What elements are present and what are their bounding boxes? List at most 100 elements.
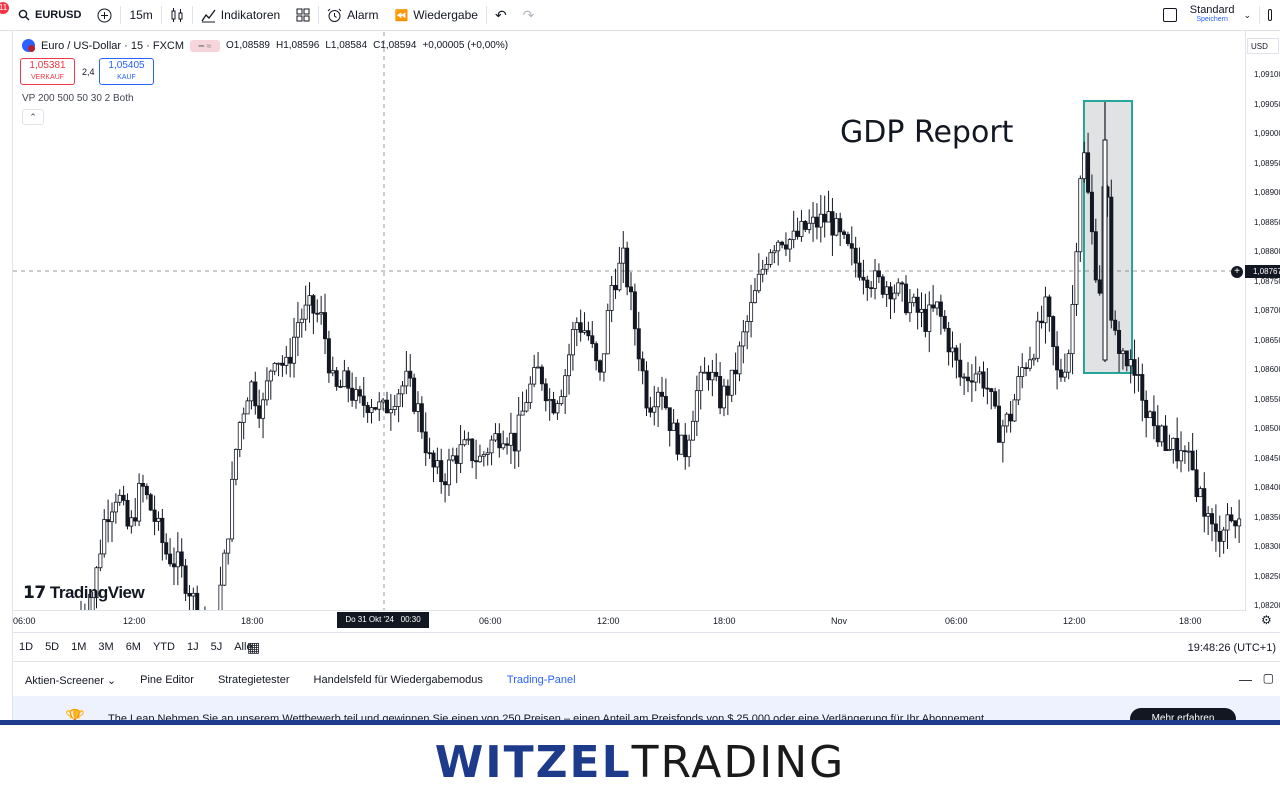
candle-body bbox=[1151, 411, 1156, 427]
range-5j[interactable]: 5J bbox=[210, 641, 223, 653]
gdp-report-annotation[interactable]: GDP Report bbox=[840, 115, 1014, 150]
notification-badge[interactable]: 11 bbox=[0, 2, 9, 14]
redo-button[interactable]: ↷ bbox=[515, 0, 543, 31]
candle-body bbox=[1047, 296, 1052, 317]
candle-body bbox=[993, 391, 998, 407]
compare-button[interactable] bbox=[89, 0, 120, 31]
price-axis[interactable]: 1,09100 1,09050 1,09000 1,08950 1,08900 1,088… bbox=[1245, 31, 1280, 611]
candle-body bbox=[408, 370, 413, 379]
rewind-icon: ⏪ bbox=[394, 9, 409, 22]
candle-body bbox=[1109, 196, 1114, 321]
tab-0[interactable]: Aktien-Screener ⌄ bbox=[25, 674, 117, 687]
range-ytd[interactable]: YTD bbox=[152, 641, 175, 653]
candle-body bbox=[404, 370, 409, 387]
range-6m[interactable]: 6M bbox=[125, 641, 141, 653]
candle-body bbox=[156, 517, 161, 522]
plus-circle-icon[interactable]: + bbox=[1231, 266, 1243, 278]
candle-body bbox=[892, 292, 897, 300]
candle-body bbox=[625, 247, 630, 288]
range-1m[interactable]: 1M bbox=[71, 641, 87, 653]
candle-body bbox=[175, 551, 180, 568]
candle-body bbox=[102, 519, 107, 555]
candle-body bbox=[687, 439, 692, 458]
tab-4[interactable]: Trading-Panel bbox=[506, 674, 576, 686]
instrument-name[interactable]: Euro / US-Dollar · 15 · FXCM bbox=[41, 39, 185, 52]
candle-body bbox=[369, 407, 374, 413]
candle-body bbox=[671, 422, 676, 431]
candle-body bbox=[1020, 367, 1025, 378]
candle-body bbox=[505, 443, 510, 446]
sell-button[interactable]: 1,05381 VERKAUF bbox=[20, 58, 75, 85]
collapse-legend-button[interactable]: ⌃ bbox=[22, 109, 44, 125]
divider bbox=[485, 6, 487, 24]
current-price-label: 1,08767 bbox=[1245, 265, 1280, 278]
tab-1[interactable]: Pine Editor bbox=[140, 674, 194, 686]
price-tick: 1,08550 bbox=[1254, 394, 1280, 404]
price-chart[interactable] bbox=[13, 32, 1245, 610]
indicators-button[interactable]: Indikatoren bbox=[193, 0, 288, 31]
buy-button[interactable]: 1,05405 KAUF bbox=[99, 58, 154, 85]
calendar-icon[interactable]: ▦ bbox=[247, 639, 261, 655]
templates-button[interactable] bbox=[288, 0, 318, 31]
price-tick: 1,08250 bbox=[1254, 571, 1280, 581]
range-alle[interactable]: Alle bbox=[234, 641, 253, 653]
candle-body bbox=[516, 414, 521, 452]
candle-body bbox=[1221, 529, 1226, 542]
range-1j[interactable]: 1J bbox=[186, 641, 199, 653]
promo-text: The Leap Nehmen Sie an unserem Wettbewer… bbox=[108, 713, 985, 722]
undo-button[interactable]: ↶ bbox=[487, 0, 515, 31]
candle-body bbox=[528, 383, 533, 403]
tab-2[interactable]: Strategietester bbox=[217, 674, 290, 686]
settings-gear-icon[interactable]: ⚙ bbox=[1261, 613, 1272, 627]
time-tick: 12:00 bbox=[123, 616, 146, 626]
divider bbox=[191, 6, 193, 24]
candle-body bbox=[896, 282, 901, 294]
range-1d[interactable]: 1D bbox=[19, 641, 34, 653]
candle-body bbox=[1024, 367, 1029, 369]
candle-body bbox=[357, 389, 362, 397]
candle-body bbox=[567, 354, 572, 377]
indicator-legend[interactable]: VP 200 500 50 30 2 Both bbox=[22, 93, 134, 104]
range-3m[interactable]: 3M bbox=[98, 641, 114, 653]
candle-body bbox=[388, 409, 393, 414]
candle-body bbox=[915, 296, 920, 313]
chart-type-button[interactable] bbox=[162, 0, 192, 31]
tab-3[interactable]: Handelsfeld für Wiedergabemodus bbox=[313, 674, 483, 686]
candle-body bbox=[233, 449, 238, 480]
candle-body bbox=[303, 304, 308, 320]
candle-body bbox=[574, 322, 579, 330]
clock-label[interactable]: 19:48:26 (UTC+1) bbox=[1187, 642, 1276, 654]
quick-search-button[interactable] bbox=[1260, 0, 1280, 31]
candle-body bbox=[559, 396, 564, 404]
buy-price: 1,05405 bbox=[108, 60, 145, 71]
layout-button[interactable]: Standard Speichern ⌄ bbox=[1155, 0, 1259, 31]
replay-button[interactable]: ⏪ Wiedergabe bbox=[387, 0, 486, 31]
minimize-icon[interactable]: — bbox=[1239, 672, 1252, 687]
candle-body bbox=[718, 375, 723, 409]
candle-body bbox=[109, 511, 114, 523]
divider bbox=[120, 6, 122, 24]
candle-body bbox=[880, 276, 885, 295]
interval-button[interactable]: 15m bbox=[121, 0, 160, 31]
learn-more-button[interactable]: Mehr erfahren bbox=[1130, 708, 1236, 722]
range-5d[interactable]: 5D bbox=[45, 641, 60, 653]
candle-body bbox=[690, 420, 695, 441]
candle-body bbox=[981, 371, 986, 389]
currency-selector[interactable]: USD bbox=[1247, 38, 1279, 54]
candle-body bbox=[783, 244, 788, 250]
layout-text: Standard Speichern bbox=[1190, 5, 1235, 25]
symbol-search-button[interactable]: EURUSD bbox=[0, 0, 89, 31]
candle-body bbox=[652, 406, 657, 413]
maximize-icon[interactable]: ▢ bbox=[1262, 671, 1274, 685]
candle-body bbox=[117, 494, 122, 503]
candle-body bbox=[694, 390, 699, 422]
market-status-pill[interactable]: ━ ≈ bbox=[190, 39, 221, 52]
candle-body bbox=[543, 383, 548, 402]
alarm-button[interactable]: Alarm bbox=[319, 0, 386, 31]
time-axis[interactable]: 06:00 12:00 18:00 06:00 12:00 18:00 Nov 06:00 12… bbox=[13, 610, 1245, 631]
candle-body bbox=[539, 366, 544, 385]
price-tick: 1,08700 bbox=[1254, 306, 1280, 315]
candle-body bbox=[578, 322, 583, 333]
candle-body bbox=[396, 393, 401, 407]
candle-body bbox=[249, 381, 254, 402]
